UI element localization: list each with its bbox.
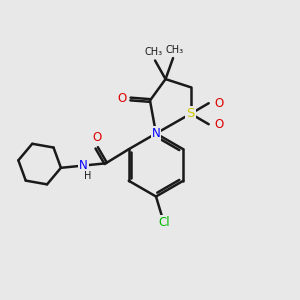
Text: O: O xyxy=(118,92,127,106)
Text: O: O xyxy=(92,131,101,144)
Text: CH₃: CH₃ xyxy=(145,47,163,57)
Text: N: N xyxy=(152,127,160,140)
Text: Cl: Cl xyxy=(158,216,170,230)
Text: N: N xyxy=(79,159,88,172)
Text: CH₃: CH₃ xyxy=(166,44,184,55)
Text: O: O xyxy=(214,118,224,131)
Text: S: S xyxy=(187,107,195,120)
Text: O: O xyxy=(214,97,224,110)
Text: H: H xyxy=(84,171,92,181)
